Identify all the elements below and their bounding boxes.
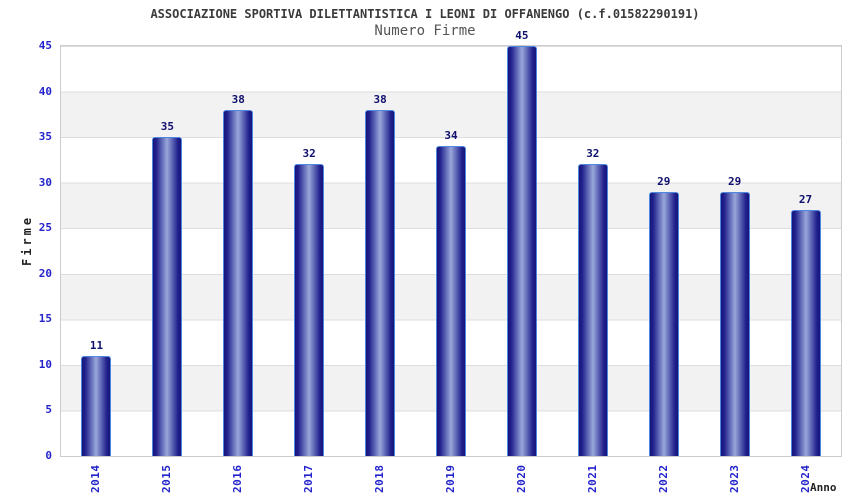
bar-2023: [719, 192, 750, 456]
y-tick-label-30: 30: [38, 175, 52, 189]
bar-value-label-2022: 29: [657, 175, 671, 188]
bar-2015: [152, 137, 183, 456]
bar-2019: [436, 146, 466, 456]
bar-value-label-2015: 35: [160, 120, 174, 133]
bar-2014: [81, 356, 112, 456]
bar-value-label-2017: 32: [302, 147, 316, 160]
x-tick-label-2018: 2018: [373, 464, 387, 494]
chart-title: ASSOCIAZIONE SPORTIVA DILETTANTISTICA I …: [150, 7, 700, 21]
y-tick-label-40: 40: [38, 84, 52, 98]
bar-value-label-2019: 34: [444, 129, 458, 142]
bar-value-label-2016: 38: [231, 93, 245, 106]
x-tick-label-2022: 2022: [656, 464, 670, 494]
bar-2022: [648, 192, 679, 456]
bar-2018: [365, 110, 396, 456]
x-axis-title: Anno: [810, 481, 837, 494]
bar-value-label-2024: 27: [798, 193, 813, 206]
x-tick-label-2024: 2024: [798, 464, 812, 494]
x-tick-label-2021: 2021: [585, 464, 599, 494]
y-tick-label-45: 45: [38, 39, 52, 52]
x-tick-label-2014: 2014: [89, 464, 103, 494]
x-tick-label-2016: 2016: [231, 464, 245, 494]
bar-2017: [294, 164, 325, 456]
y-tick-label-15: 15: [38, 312, 52, 326]
y-tick-label-25: 25: [38, 221, 52, 235]
x-tick-label-2015: 2015: [160, 464, 174, 494]
bar-2020: [506, 46, 537, 456]
y-tick-label-0: 0: [45, 449, 52, 462]
x-tick-label-2017: 2017: [302, 464, 316, 494]
x-tick-label-2020: 2020: [514, 464, 528, 494]
y-tick-label-35: 35: [38, 130, 52, 144]
bar-value-label-2020: 45: [515, 29, 529, 42]
y-tick-label-5: 5: [45, 403, 52, 417]
bar-2016: [223, 110, 254, 456]
y-tick-label-10: 10: [38, 357, 52, 371]
bar-value-label-2018: 38: [373, 93, 387, 106]
bar-value-label-2023: 29: [728, 175, 742, 188]
bar-value-label-2021: 32: [586, 147, 600, 160]
bar-value-label-2014: 11: [89, 339, 104, 352]
chart-subtitle: Numero Firme: [374, 23, 476, 39]
x-tick-label-2023: 2023: [727, 464, 741, 494]
x-tick-label-2019: 2019: [444, 464, 457, 494]
y-tick-label-20: 20: [38, 266, 52, 280]
bar-2024: [790, 210, 821, 456]
bar-2021: [577, 164, 608, 456]
